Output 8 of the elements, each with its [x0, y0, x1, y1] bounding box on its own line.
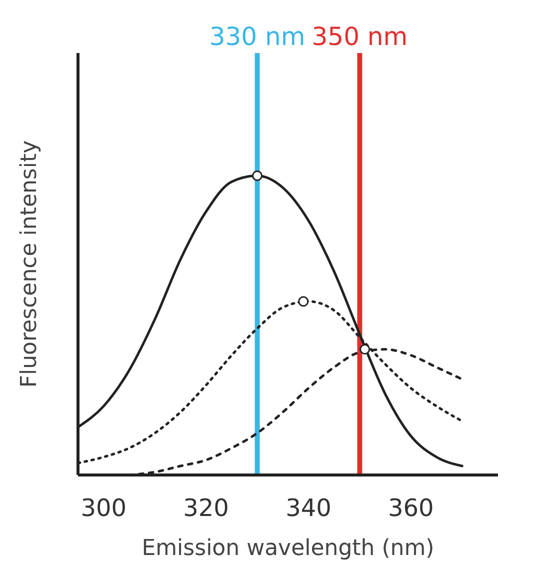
ref-line-label: 330 nm: [209, 22, 306, 51]
x-tick-label: 340: [286, 494, 332, 522]
x-tick-label: 360: [388, 494, 434, 522]
x-tick-label: 300: [80, 494, 127, 522]
ref-line-label: 350 nm: [312, 22, 408, 51]
y-axis-title: Fluorescence intensity: [16, 140, 42, 388]
x-axis-title: Emission wavelength (nm): [142, 536, 434, 561]
x-tick-label: 320: [183, 494, 229, 522]
